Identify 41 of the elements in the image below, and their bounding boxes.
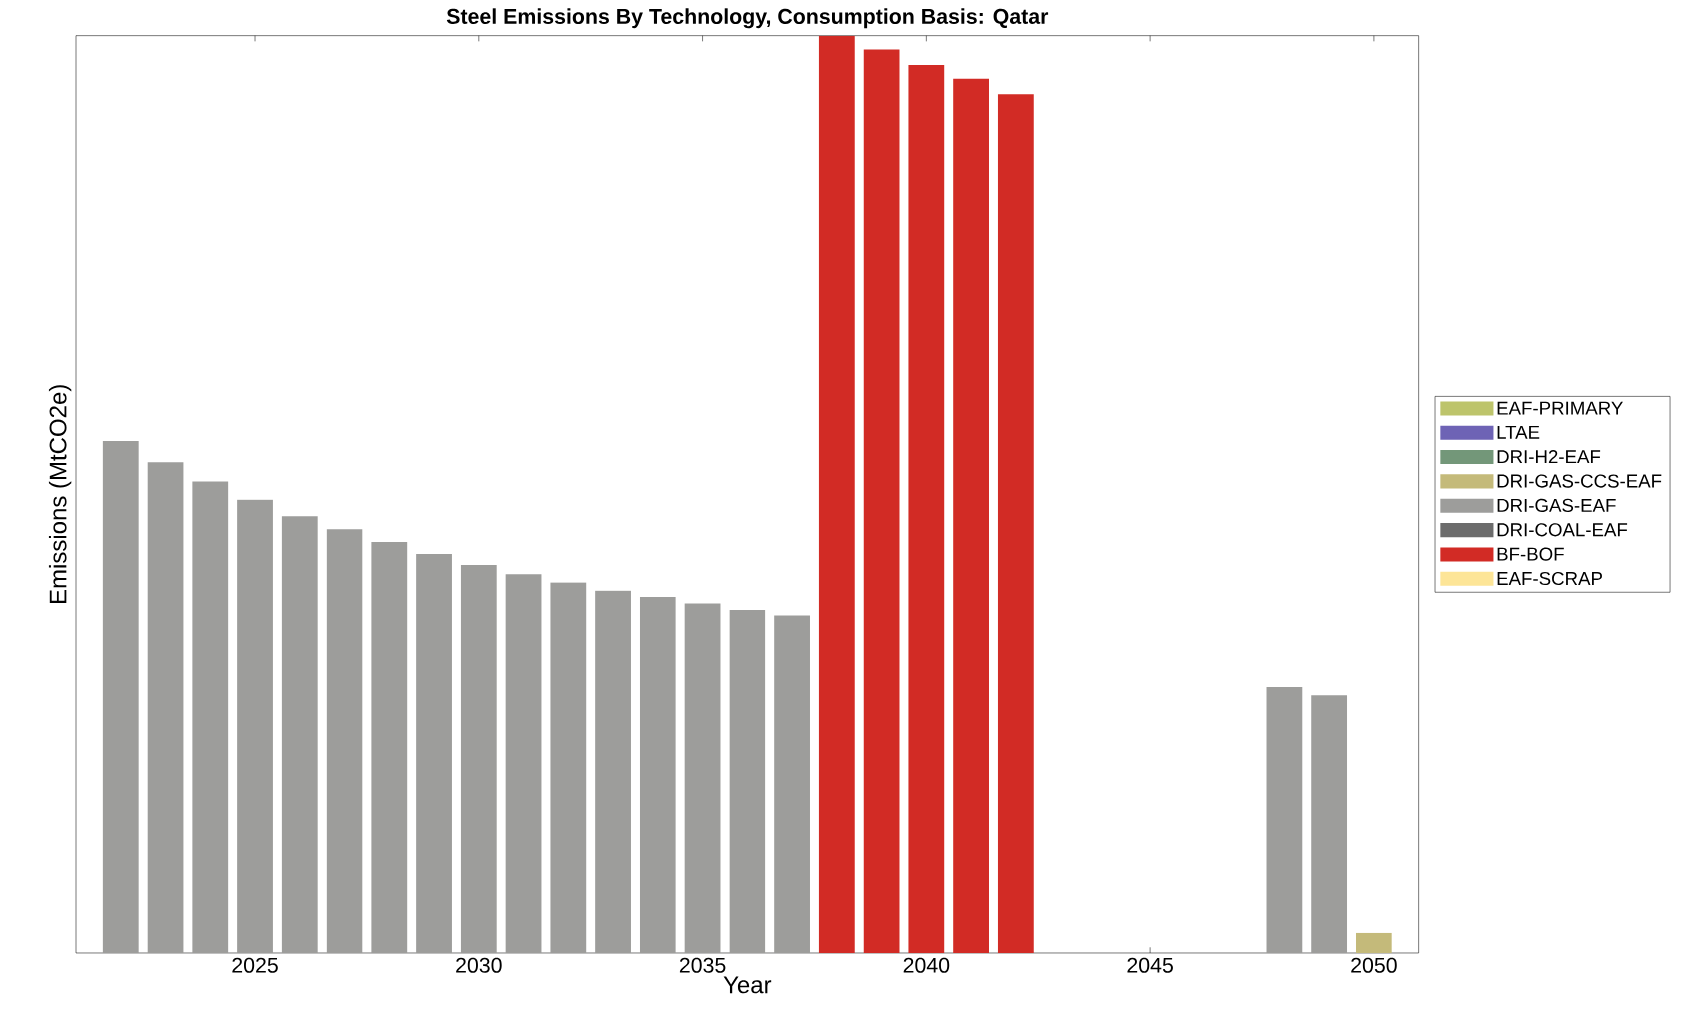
bar xyxy=(237,499,273,953)
bar xyxy=(997,94,1034,953)
bar xyxy=(371,542,408,953)
legend-label: BF-BOF xyxy=(1497,547,1564,561)
legend-label: DRI-COAL-EAF xyxy=(1497,523,1628,537)
x-axis-title: Year xyxy=(723,976,772,994)
bar xyxy=(908,65,945,953)
bar xyxy=(550,582,587,953)
x-tick-label: 2045 xyxy=(1127,957,1173,973)
bar xyxy=(326,529,363,953)
bar xyxy=(684,603,721,953)
x-tick-label: 2025 xyxy=(232,957,278,973)
legend-label: DRI-H2-EAF xyxy=(1497,450,1601,464)
bar xyxy=(147,462,184,953)
bar xyxy=(192,481,229,953)
x-tick-label: 2040 xyxy=(903,957,950,973)
legend-label: LTAE xyxy=(1497,425,1540,439)
bar xyxy=(505,574,542,953)
bar xyxy=(460,564,497,953)
bar xyxy=(1355,932,1392,953)
bar xyxy=(729,609,766,953)
bar xyxy=(863,49,900,953)
legend-label: EAF-SCRAP xyxy=(1497,571,1602,586)
bar xyxy=(102,441,139,953)
x-tick-label: 2030 xyxy=(456,957,502,973)
bar xyxy=(416,553,452,953)
x-tick-label: 2050 xyxy=(1351,957,1397,973)
bar xyxy=(774,615,810,953)
bar xyxy=(1311,695,1348,953)
y-axis-title: Emissions (MtCO2e) xyxy=(48,385,72,604)
legend-label: DRI-GAS-CCS-EAF xyxy=(1497,474,1662,488)
bar xyxy=(1266,686,1303,953)
bar xyxy=(281,516,318,953)
bar xyxy=(818,35,855,953)
legend-label: EAF-PRIMARY xyxy=(1497,401,1623,415)
legend-label: DRI-GAS-EAF xyxy=(1497,498,1616,513)
bar xyxy=(953,78,989,953)
bar xyxy=(639,597,676,953)
bar xyxy=(595,590,631,953)
x-tick-label: 2035 xyxy=(679,957,726,973)
chart-title: Steel Emissions By Technology, Consumption Basis: Qatar xyxy=(446,8,1049,29)
